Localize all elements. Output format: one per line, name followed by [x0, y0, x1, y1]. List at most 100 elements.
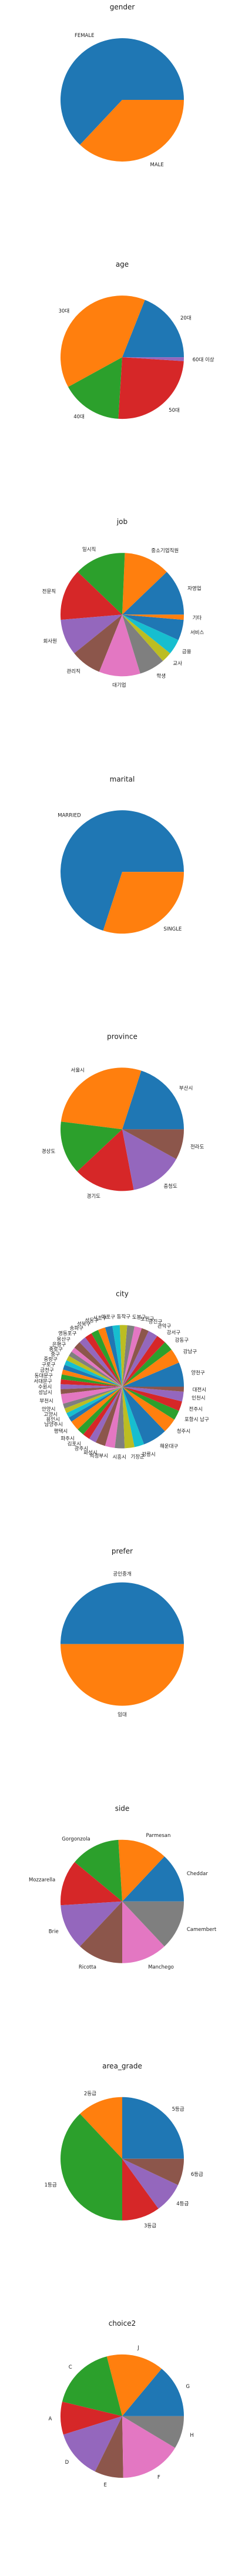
- pie-slice: [122, 1386, 165, 1445]
- slice-label: 60대 이상: [193, 357, 214, 363]
- pie-slice: [106, 2354, 162, 2416]
- slice-label: 1등급: [45, 2182, 57, 2188]
- slice-label: 관악구: [157, 1323, 172, 1329]
- chart-title: side: [115, 1805, 130, 1813]
- slice-label: 기장군: [130, 1453, 145, 1460]
- chart-title: city: [116, 1290, 129, 1298]
- chart-choice2: choice2 G J C A D E F H: [49, 2319, 194, 2488]
- slice-label: 청주시: [177, 1429, 190, 1435]
- pie-slice: [78, 553, 125, 615]
- pie-slice: [60, 1121, 122, 1172]
- pie-slice: [122, 2416, 184, 2448]
- slice-label: 마포구: [101, 1314, 115, 1320]
- slice-label: 의정부시: [90, 1453, 108, 1459]
- slice-label: 일시직: [82, 546, 96, 553]
- pie-slice: [122, 614, 179, 654]
- pie-slice: [61, 1386, 122, 1395]
- slice-label: 안양시: [42, 1406, 55, 1412]
- slice-label: 남양주시: [45, 1421, 63, 1428]
- slice-label: 전라도: [190, 1144, 204, 1150]
- slice-label: J: [137, 2345, 139, 2351]
- pie-slice: [63, 2416, 122, 2472]
- pie-slice: [122, 1342, 172, 1387]
- pie-slice: [83, 1386, 122, 1439]
- pie-slice: [66, 1356, 122, 1387]
- slice-label: C: [69, 2365, 72, 2370]
- slice-label: 송파구: [70, 1326, 84, 1332]
- slice-label: 고양시: [43, 1411, 57, 1418]
- pie-slice: [122, 1386, 182, 1411]
- slice-label: 부산시: [179, 1085, 193, 1091]
- slice-label: 서초구: [93, 1316, 107, 1322]
- pie-slice: [61, 1862, 122, 1906]
- slice-label: 30대: [59, 308, 70, 314]
- pie-slice: [61, 572, 122, 620]
- pie-slice: [118, 357, 184, 419]
- slice-label: 서대문구: [33, 1379, 52, 1385]
- slice-label: E: [104, 2483, 107, 2488]
- slice-label: Brie: [49, 1929, 59, 1935]
- slice-label: 중랑구: [43, 1356, 58, 1363]
- slice-label: 은평구: [52, 1342, 66, 1348]
- pie-slice: [105, 1386, 122, 1448]
- pie-slice: [74, 614, 122, 672]
- pie-slice: [122, 614, 184, 620]
- pie-slice: [122, 1331, 157, 1387]
- slice-label: 4등급: [176, 2201, 189, 2207]
- pie-slice: [69, 1386, 122, 1422]
- slice-label: 강남구: [183, 1349, 197, 1355]
- slice-label: 2등급: [84, 2091, 96, 2097]
- slice-label: G: [186, 2384, 190, 2390]
- slice-label: 전문직: [42, 588, 56, 595]
- slice-label: 회사원: [43, 639, 56, 644]
- pie-slice: [122, 1362, 184, 1387]
- pie-slice: [99, 614, 140, 677]
- slice-label: 대전시: [193, 1386, 206, 1393]
- slice-label: 동작구: [117, 1314, 131, 1320]
- slice-label: 평택시: [54, 1428, 68, 1435]
- slice-label: 서울시: [71, 1067, 84, 1073]
- pie-slice: [63, 1386, 122, 1409]
- pie-slice: [80, 2097, 122, 2159]
- slice-label: 전주시: [189, 1406, 203, 1412]
- slice-label: 대기업: [112, 683, 126, 688]
- slice-label: 성동구: [85, 1318, 99, 1324]
- chart-title: prefer: [112, 1547, 133, 1556]
- slice-label: D: [65, 2460, 69, 2466]
- pie-slice: [68, 357, 122, 419]
- pie-slice: [63, 1365, 122, 1387]
- pie-slice: [122, 614, 163, 674]
- slice-label: 김포시: [68, 1441, 81, 1447]
- pie-slice: [95, 2416, 123, 2478]
- pie-slice: [80, 100, 184, 162]
- pie-slice: [122, 300, 184, 358]
- pie-slice: [61, 614, 122, 654]
- slice-label: 부천시: [39, 1398, 53, 1404]
- chart-title: choice2: [109, 2319, 136, 2328]
- pie-slice: [60, 1384, 122, 1389]
- pie-slice: [64, 1386, 122, 1413]
- pie-slice: [122, 1386, 135, 1449]
- pie-slice: [122, 614, 170, 661]
- chart-title: gender: [110, 3, 135, 11]
- pie-slice: [62, 2356, 122, 2416]
- slice-label: 동대문구: [35, 1373, 53, 1379]
- slice-label: 강서구: [167, 1329, 181, 1336]
- pie-slice: [95, 1386, 122, 1446]
- chart-gender: gender FEMALE MALE: [61, 3, 184, 168]
- pie-slice: [122, 2097, 184, 2159]
- slice-label: 충청도: [163, 1184, 177, 1190]
- pie-slice: [91, 1329, 122, 1387]
- slice-label: 금천구: [40, 1367, 54, 1373]
- pie-slice: [122, 1326, 142, 1387]
- pie-slice: [122, 1070, 184, 1130]
- pie-slice: [122, 2158, 184, 2185]
- pie-slice: [118, 1839, 165, 1902]
- pie-slice: [112, 1325, 122, 1387]
- slice-label: 금융: [182, 649, 192, 655]
- slice-label: 50대: [169, 408, 180, 414]
- slice-label: 도봉구: [132, 1315, 146, 1321]
- pie-slice: [115, 1386, 125, 1449]
